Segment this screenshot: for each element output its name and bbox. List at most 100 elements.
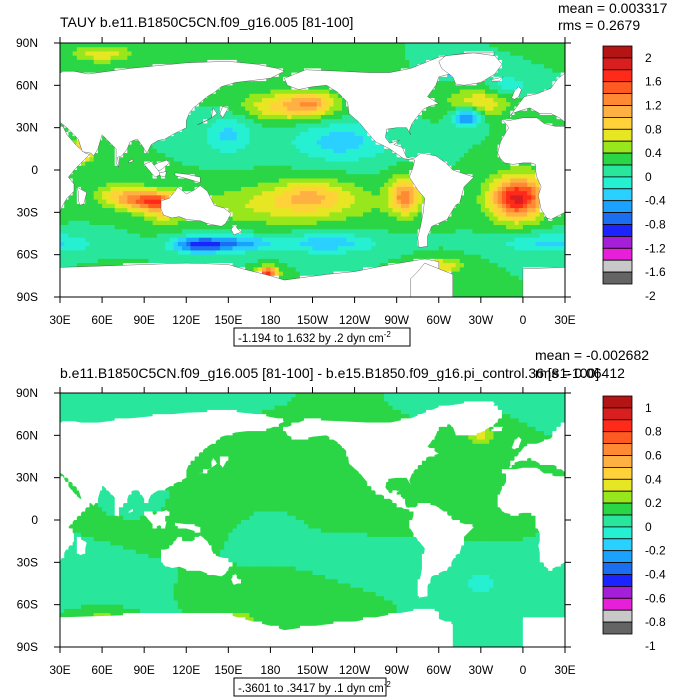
- field-cell: [118, 157, 124, 163]
- field-cell: [417, 144, 423, 150]
- field-cell: [215, 123, 221, 129]
- field-cell: [81, 216, 86, 222]
- field-cell: [68, 64, 74, 69]
- field-cell: [287, 161, 293, 167]
- field-cell: [363, 144, 368, 150]
- field-cell: [106, 208, 112, 213]
- field-cell: [316, 59, 322, 65]
- field-cell: [426, 93, 431, 99]
- field-cell: [102, 195, 107, 201]
- field-cell: [333, 47, 339, 53]
- field-cell: [127, 178, 133, 184]
- field-cell: [350, 216, 356, 222]
- field-cell: [182, 165, 187, 171]
- field-cell: [245, 127, 250, 133]
- field-cell: [169, 51, 175, 57]
- field-cell: [539, 47, 545, 53]
- field-cell: [139, 208, 145, 213]
- field-cell: [316, 106, 322, 112]
- field-cell: [468, 165, 474, 171]
- field-cell: [316, 119, 322, 125]
- field-cell: [274, 186, 280, 192]
- field-cell: [333, 93, 339, 99]
- field-cell: [531, 178, 537, 184]
- field-cell: [388, 178, 394, 184]
- field-cell: [384, 203, 389, 209]
- field-cell: [295, 208, 301, 213]
- field-cell: [144, 174, 149, 180]
- field-cell: [468, 191, 474, 196]
- field-cell: [278, 203, 284, 209]
- field-cell: [224, 55, 229, 61]
- field-cell: [262, 191, 267, 196]
- field-cell: [337, 47, 343, 53]
- field-cell: [291, 68, 297, 74]
- field-cell: [156, 208, 162, 213]
- field-cell: [283, 98, 288, 103]
- field-cell: [447, 43, 452, 48]
- field-cell: [375, 157, 381, 163]
- field-cell: [245, 212, 250, 218]
- field-cell: [224, 191, 229, 196]
- field-cell: [190, 153, 196, 158]
- field-cell: [207, 136, 213, 141]
- field-cell: [464, 102, 469, 108]
- field-cell: [421, 47, 427, 53]
- field-cell: [278, 186, 284, 192]
- field-cell: [85, 59, 91, 65]
- field-cell: [207, 178, 213, 184]
- field-cell: [240, 110, 246, 116]
- field-cell: [257, 123, 263, 129]
- field-cell: [329, 153, 335, 158]
- field-cell: [198, 131, 204, 137]
- field-cell: [358, 216, 364, 222]
- field-cell: [106, 59, 112, 65]
- field-cell: [211, 178, 217, 184]
- field-cell: [400, 144, 406, 150]
- field-cell: [262, 157, 267, 163]
- field-cell: [245, 178, 250, 184]
- field-cell: [531, 43, 537, 48]
- field-cell: [81, 161, 86, 167]
- field-cell: [472, 127, 478, 133]
- field-cell: [93, 199, 99, 205]
- field-cell: [371, 178, 377, 184]
- field-cell: [283, 59, 288, 65]
- field-cell: [81, 51, 86, 57]
- field-cell: [522, 72, 528, 78]
- field-cell: [81, 208, 86, 213]
- field-cell: [485, 89, 490, 95]
- field-cell: [472, 136, 478, 141]
- field-cell: [135, 140, 141, 146]
- field-cell: [341, 195, 347, 201]
- field-cell: [354, 64, 360, 69]
- field-cell: [253, 110, 259, 116]
- field-cell: [190, 178, 196, 184]
- field-cell: [442, 123, 448, 129]
- field-cell: [135, 170, 141, 175]
- field-cell: [476, 195, 482, 201]
- field-cell: [472, 85, 478, 91]
- field-cell: [552, 72, 558, 78]
- field-cell: [543, 81, 549, 86]
- field-cell: [190, 165, 196, 171]
- field-cell: [295, 68, 301, 74]
- field-cell: [316, 140, 322, 146]
- field-cell: [299, 148, 305, 154]
- field-cell: [489, 144, 495, 150]
- field-cell: [308, 182, 314, 188]
- field-cell: [249, 144, 255, 150]
- field-cell: [384, 153, 389, 158]
- field-cell: [299, 119, 305, 125]
- field-cell: [190, 59, 196, 65]
- field-cell: [270, 114, 276, 120]
- field-cell: [316, 178, 322, 184]
- field-cell: [240, 47, 246, 53]
- field-cell: [346, 110, 351, 116]
- field-cell: [337, 178, 343, 184]
- field-cell: [375, 64, 381, 69]
- field-cell: [173, 51, 179, 57]
- field-cell: [539, 76, 545, 82]
- field-cell: [493, 114, 499, 120]
- field-cell: [337, 51, 343, 57]
